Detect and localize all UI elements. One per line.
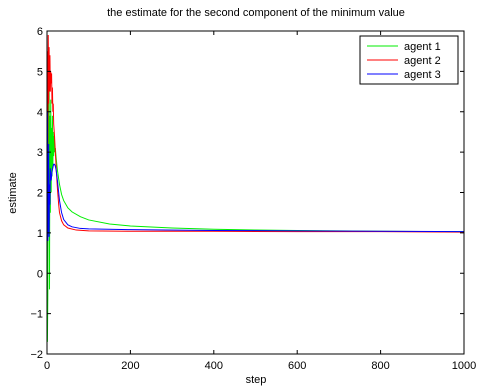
series-line-agent-2 <box>46 35 465 254</box>
y-tick-label: 2 <box>37 188 43 200</box>
x-tick-label: 800 <box>371 360 389 372</box>
y-axis-label: estimate <box>7 172 19 214</box>
y-tick-label: 0 <box>37 268 43 280</box>
y-tick-label: 6 <box>37 26 43 38</box>
y-tick-label: 3 <box>37 147 43 159</box>
series-line-agent-3 <box>46 111 465 262</box>
legend: agent 1 agent 2 agent 3 <box>359 35 459 85</box>
y-tick-label: −2 <box>30 349 43 361</box>
x-tick-label: 1000 <box>452 360 476 372</box>
series-layer <box>46 35 465 342</box>
y-tick-label: 4 <box>37 107 43 119</box>
x-tick-label: 600 <box>288 360 306 372</box>
x-axis-label: step <box>246 374 267 386</box>
x-tick-label: 400 <box>205 360 223 372</box>
legend-label: agent 2 <box>404 55 441 67</box>
x-tick-label: 200 <box>121 360 139 372</box>
y-tick-label: 1 <box>37 228 43 240</box>
legend-label: agent 3 <box>404 69 441 81</box>
series-line-agent-1 <box>46 63 465 342</box>
chart-title: the estimate for the second component of… <box>107 7 405 19</box>
y-tick-label: −1 <box>30 309 43 321</box>
axis-layer: 0 200 400 600 800 1000 −2 −1 0 1 2 3 4 5 6 <box>30 26 476 372</box>
legend-label: agent 1 <box>404 41 441 53</box>
y-tick-label: 5 <box>37 66 43 78</box>
x-tick-label: 0 <box>44 360 50 372</box>
